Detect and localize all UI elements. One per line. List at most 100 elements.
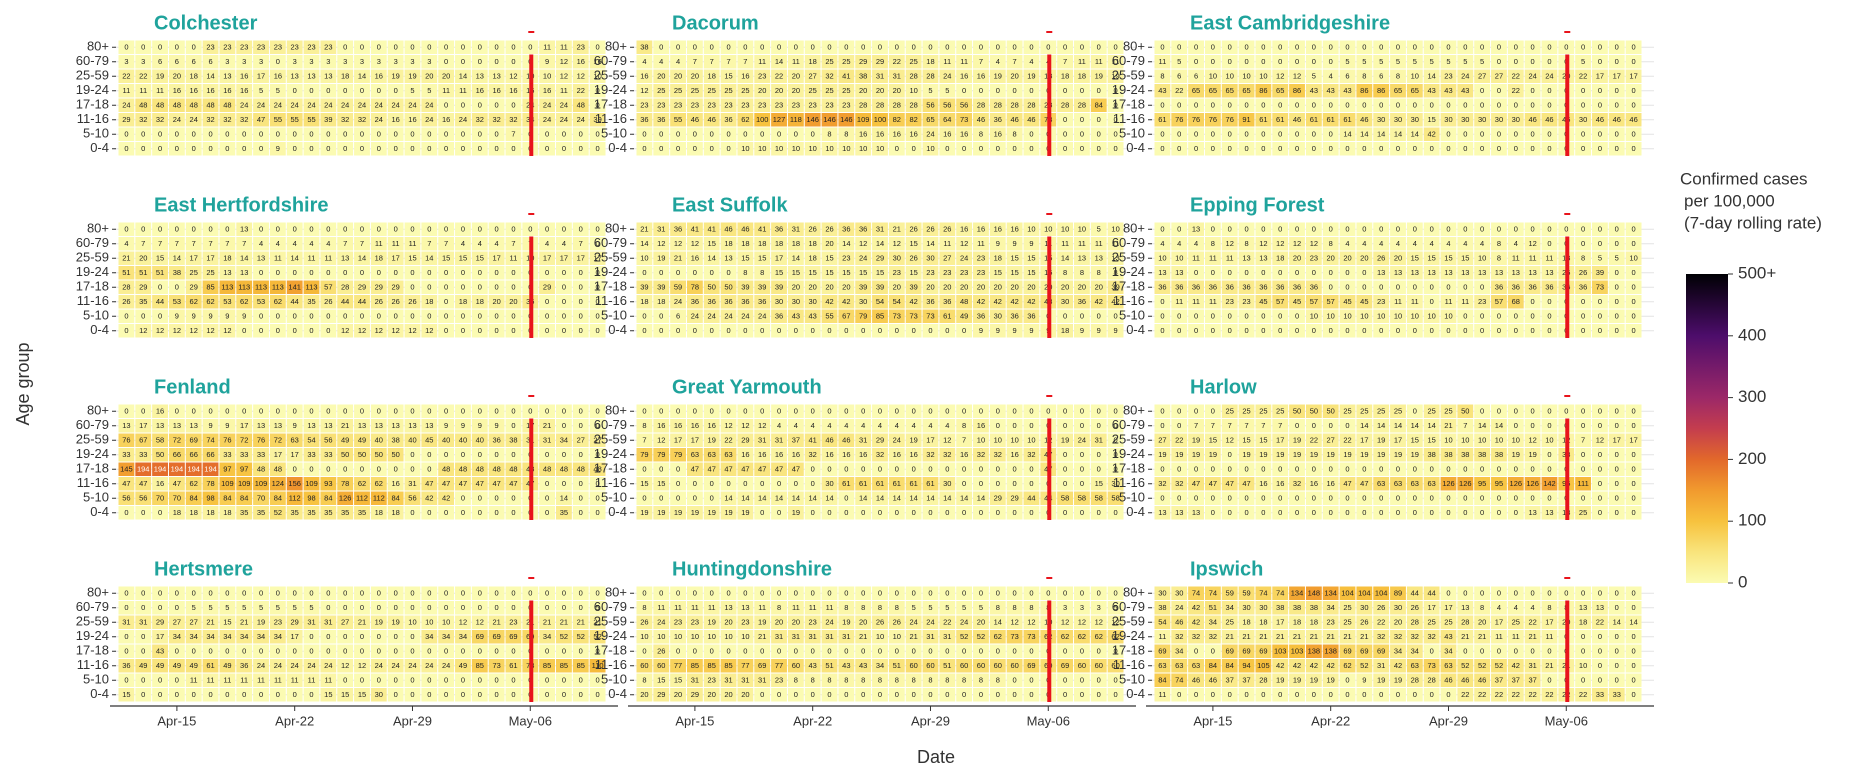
cell-label: 25: [1242, 407, 1250, 416]
cell-label: 194: [154, 465, 167, 474]
cell: [387, 127, 404, 141]
cell: [1204, 69, 1221, 83]
cell: [720, 40, 737, 54]
cell-label: 15: [724, 72, 732, 81]
cell: [821, 55, 838, 69]
cell-label: 14: [1394, 130, 1402, 139]
cell-label: 20: [893, 283, 901, 292]
cell: [1154, 98, 1171, 112]
y-tick-label: 5-10: [83, 672, 109, 687]
cell-label: 0: [1615, 479, 1619, 488]
cell-label: 65: [1192, 86, 1200, 95]
cell-label: 8: [1497, 239, 1501, 248]
cell: [1608, 55, 1625, 69]
cell-label: 0: [1581, 225, 1585, 234]
cell-label: 16: [391, 115, 399, 124]
cell-label: 23: [274, 43, 282, 52]
cell-label: 31: [792, 225, 800, 234]
cell: [505, 40, 522, 54]
cell-label: 47: [792, 465, 800, 474]
cell-label: 0: [945, 326, 949, 335]
cell-label: 55: [825, 312, 833, 321]
cell: [771, 127, 787, 141]
cell-label: 5: [945, 86, 949, 95]
cell: [754, 69, 771, 83]
cell-label: 4: [1379, 239, 1383, 248]
x-tick-label: May-06: [509, 713, 552, 728]
cell-label: 0: [1345, 101, 1349, 110]
cell-label: 0: [1480, 465, 1484, 474]
reference-line: [529, 54, 534, 156]
cell-label: 22: [724, 436, 732, 445]
cell: [1339, 40, 1356, 54]
cell-label: 5: [1312, 72, 1316, 81]
cell-label: 10: [1495, 436, 1503, 445]
cell-label: 10: [842, 144, 850, 153]
cell-label: 22: [1512, 86, 1520, 95]
cell-label: 15: [1010, 254, 1018, 263]
cell-label: 14: [1343, 130, 1351, 139]
cell-label: 20: [1360, 254, 1368, 263]
cell-label: 0: [1547, 130, 1551, 139]
cell-label: 11: [156, 86, 164, 95]
cell-label: 0: [1632, 297, 1636, 306]
cell-label: 4: [878, 421, 882, 430]
cell-label: 65: [926, 115, 934, 124]
cell-label: 0: [1379, 43, 1383, 52]
cell: [185, 127, 202, 141]
cell-label: 0: [794, 589, 798, 598]
cell-label: 8: [1329, 239, 1333, 248]
cell-label: 0: [293, 130, 297, 139]
cell-label: 0: [326, 465, 330, 474]
cell-label: 18: [223, 254, 231, 263]
cell-label: 0: [1598, 479, 1602, 488]
cell-label: 0: [579, 283, 583, 292]
cell-label: 0: [1581, 407, 1585, 416]
cell-label: 0: [1396, 326, 1400, 335]
cell-label: 3: [242, 57, 246, 66]
cell-label: 10: [775, 144, 783, 153]
cell-label: 49: [960, 312, 968, 321]
cell-label: 0: [1160, 130, 1164, 139]
cell: [804, 84, 821, 98]
cell-label: 11: [459, 86, 467, 95]
cell: [821, 127, 838, 141]
cell-label: 0: [979, 508, 983, 517]
cell: [471, 84, 488, 98]
cell: [1188, 40, 1204, 54]
cell-label: 0: [1194, 130, 1198, 139]
cell: [1107, 55, 1124, 69]
cell: [556, 84, 572, 98]
y-tick-label: 17-18: [76, 97, 109, 112]
cell-label: 36: [724, 115, 732, 124]
cell-label: 62: [741, 115, 749, 124]
cell-label: 0: [1581, 421, 1585, 430]
cell-label: 24: [724, 312, 732, 321]
cell-label: 16: [476, 86, 484, 95]
panel-title: Fenland: [154, 376, 231, 398]
cell-label: 0: [394, 589, 398, 598]
cell-label: 0: [309, 690, 313, 699]
cell-label: 3: [360, 57, 364, 66]
cell-label: 0: [1097, 508, 1101, 517]
cell-label: 0: [124, 130, 128, 139]
cell-label: 7: [1261, 421, 1265, 430]
cell-label: 15: [156, 254, 164, 263]
cell-label: 0: [1029, 86, 1033, 95]
cell-label: 56: [943, 101, 951, 110]
cell-label: 0: [1211, 101, 1215, 110]
cell-label: 0: [208, 589, 212, 598]
cell-label: 18: [792, 239, 800, 248]
cell: [572, 142, 589, 156]
cell-label: 73: [492, 661, 500, 670]
cell-label: 0: [511, 283, 515, 292]
cell-label: 24: [291, 101, 299, 110]
cell-label: 4: [1446, 239, 1450, 248]
cell-label: 0: [928, 407, 932, 416]
cell-label: 19: [741, 508, 749, 517]
cell-label: 13: [324, 72, 332, 81]
cell-label: 15: [476, 254, 484, 263]
cell-label: 0: [1446, 508, 1450, 517]
cell-label: 15: [1242, 436, 1250, 445]
cell: [1154, 55, 1171, 69]
